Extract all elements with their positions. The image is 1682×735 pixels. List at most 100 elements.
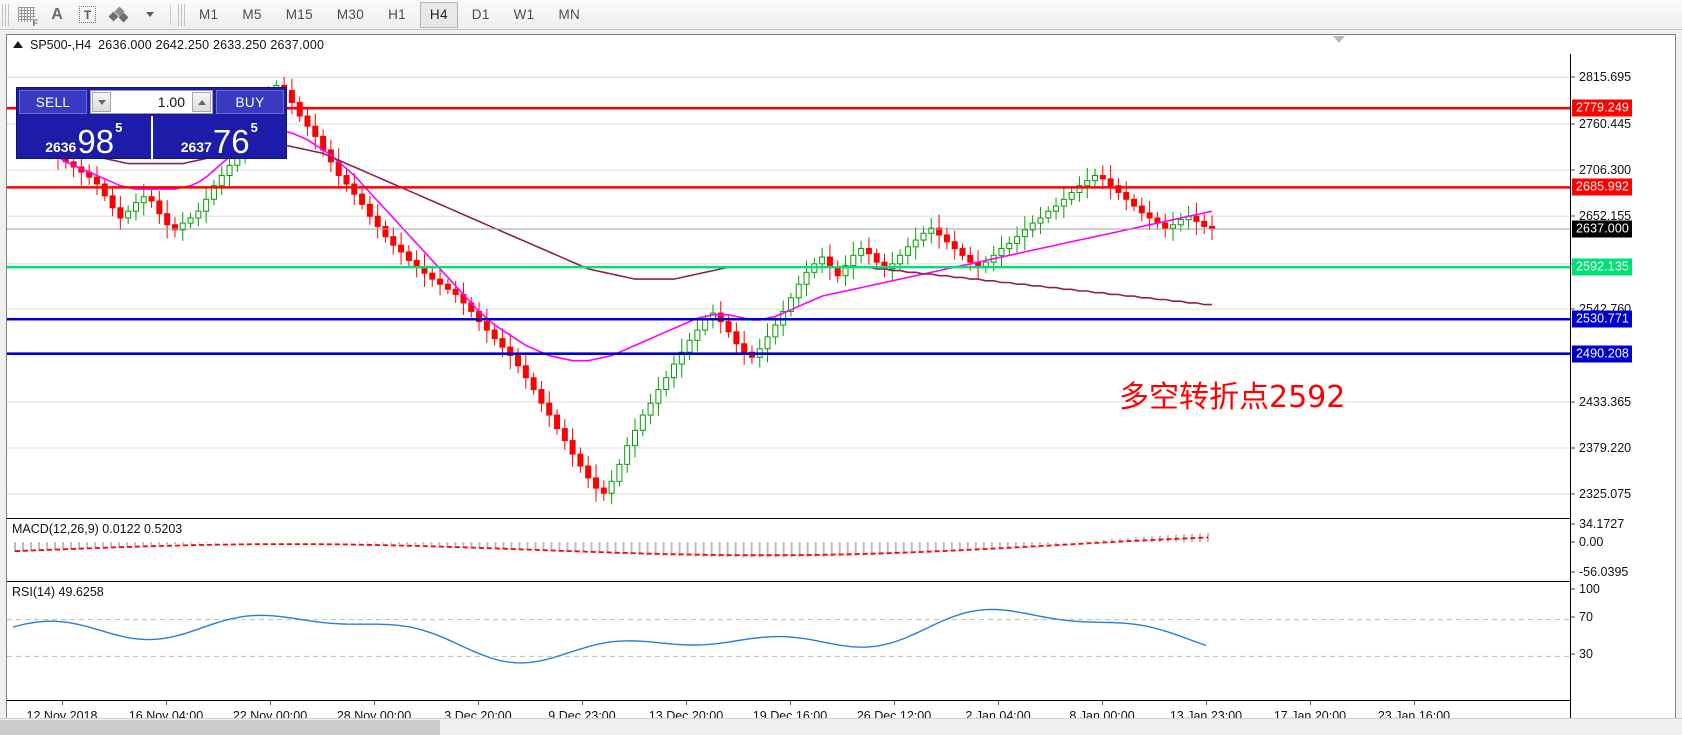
axis-tick — [1571, 493, 1575, 495]
rsi-axis-tick-label: 70 — [1579, 609, 1593, 624]
sell-button[interactable]: SELL — [19, 90, 87, 114]
oct-quotes-row: 2636 98 5 2637 76 5 — [17, 116, 286, 159]
axis-tick — [1571, 616, 1575, 618]
symbol-info-bar: SP500-,H4 2636.000 2642.250 2633.250 263… — [7, 35, 1675, 54]
price-axis-tick-label: 2325.075 — [1579, 486, 1632, 501]
chart-collapse-icon[interactable] — [1333, 36, 1345, 43]
price-axis-tick-label: 2379.220 — [1579, 441, 1632, 455]
axis-tick — [1571, 588, 1575, 590]
time-axis-tick — [1414, 701, 1415, 705]
time-axis-tick — [790, 701, 791, 705]
text-a-icon[interactable]: A — [43, 2, 71, 28]
pivot-level-badge[interactable]: 2592.135 — [1572, 258, 1632, 276]
one-click-trading-panel[interactable]: SELL 1.00 BUY 2636 98 5 2637 76 5 — [16, 87, 287, 159]
axis-tick — [1571, 308, 1575, 310]
resistance-level-badge[interactable]: 2685.992 — [1572, 178, 1632, 196]
timeframe-w1[interactable]: W1 — [513, 7, 535, 22]
timeframe-m5[interactable]: M5 — [242, 7, 262, 22]
support-level-badge[interactable]: 2530.771 — [1572, 310, 1632, 328]
price-axis-tick-label: 2706.300 — [1579, 163, 1632, 178]
axis-tick — [1571, 76, 1575, 78]
macd-label: MACD(12,26,9) 0.0122 0.5203 — [12, 522, 183, 536]
current-price-badge[interactable]: 2637.000 — [1572, 220, 1632, 238]
buy-price-quote[interactable]: 2637 76 5 — [150, 116, 287, 160]
timeframe-group: M1 M5 M15 M30 H1 H4 D1 W1 MN — [187, 1, 592, 28]
resistance-level-badge[interactable]: 2779.249 — [1572, 99, 1632, 117]
price-axis-tick-label: 2652.155 — [1579, 209, 1632, 224]
time-axis-tick — [1310, 701, 1311, 705]
buy-price-prefix: 2637 — [180, 139, 212, 155]
time-axis-tick — [270, 701, 271, 705]
axis-tick — [1571, 571, 1575, 573]
toolbar-divider — [170, 4, 171, 25]
timeframe-m15[interactable]: M15 — [285, 7, 313, 22]
axis-tick — [1571, 653, 1575, 655]
rsi-label: RSI(14) 49.6258 — [12, 585, 104, 599]
time-axis-tick — [1102, 701, 1103, 705]
chevron-down-icon[interactable] — [136, 2, 164, 28]
rsi-axis-tick-label: 30 — [1579, 647, 1593, 662]
axis-tick — [1571, 123, 1575, 125]
time-axis-tick — [374, 701, 375, 705]
sell-price-quote[interactable]: 2636 98 5 — [17, 116, 151, 159]
price-axis-tick-label: 2815.695 — [1579, 70, 1632, 85]
buy-price-main: 76 — [212, 123, 250, 160]
price-axis-tick-label: 2760.445 — [1579, 117, 1632, 132]
timeframe-d1[interactable]: D1 — [471, 7, 490, 22]
rsi-plot — [7, 608, 1570, 664]
support-level-badge[interactable]: 2490.208 — [1572, 345, 1632, 363]
timeframe-m1[interactable]: M1 — [199, 7, 219, 22]
axis-tick — [1571, 541, 1575, 543]
axis-tick — [1571, 447, 1575, 449]
volume-decrease-button[interactable] — [92, 92, 111, 112]
shapes-icon[interactable] — [104, 2, 134, 28]
time-axis-tick — [62, 701, 63, 705]
time-axis-tick — [998, 701, 999, 705]
time-axis-tick — [166, 701, 167, 705]
volume-increase-button[interactable] — [192, 92, 211, 112]
axis-tick — [1571, 401, 1575, 403]
volume-stepper[interactable]: 1.00 — [90, 90, 213, 114]
ohlc-values: 2636.000 2642.250 2633.250 2637.000 — [98, 37, 325, 52]
time-axis-tick — [1206, 701, 1207, 705]
axis-tick — [1571, 215, 1575, 217]
text-label-icon[interactable]: T — [73, 2, 102, 28]
buy-button[interactable]: BUY — [216, 90, 284, 114]
price-axis[interactable]: 2815.6952760.4452706.3002652.1552596.005… — [1570, 54, 1675, 729]
scrollbar-thumb[interactable] — [0, 720, 440, 735]
chart-window: SP500-,H4 2636.000 2642.250 2633.250 263… — [6, 34, 1676, 730]
symbol-label: SP500-,H4 — [30, 37, 92, 52]
timeframe-mn[interactable]: MN — [558, 7, 581, 22]
timeframe-h1[interactable]: H1 — [388, 7, 406, 22]
axis-tick — [1571, 523, 1575, 525]
horizontal-scrollbar[interactable] — [0, 718, 1682, 735]
sell-price-prefix: 2636 — [45, 139, 77, 155]
sell-price-main: 98 — [77, 123, 115, 160]
timeframe-drag-handle[interactable] — [178, 3, 187, 26]
text-a-glyph: A — [51, 5, 63, 23]
toolbar-drag-handle[interactable] — [2, 3, 11, 26]
rsi-pane[interactable]: RSI(14) 49.6258 — [7, 581, 1570, 700]
macd-pane[interactable]: MACD(12,26,9) 0.0122 0.5203 — [7, 518, 1570, 580]
axis-tick — [1571, 169, 1575, 171]
volume-input[interactable]: 1.00 — [157, 94, 185, 110]
time-axis-tick — [582, 701, 583, 705]
price-plot — [7, 76, 1570, 505]
crosshair-grid-icon[interactable] — [12, 2, 41, 28]
timeframe-h4[interactable]: H4 — [419, 1, 458, 28]
time-axis-tick — [478, 701, 479, 705]
macd-axis-tick-label: 0.00 — [1579, 535, 1604, 550]
chart-annotation: 多空转折点2592 — [1119, 380, 1346, 415]
oct-controls-row: SELL 1.00 BUY — [17, 88, 286, 116]
rsi-axis-tick-label: 100 — [1579, 582, 1600, 596]
macd-axis-tick-label: 34.1727 — [1579, 517, 1625, 531]
macd-axis-tick-label: -56.0395 — [1579, 565, 1629, 579]
buy-price-fraction: 5 — [250, 120, 258, 135]
macd-plot — [14, 532, 1209, 558]
chart-expand-icon[interactable] — [13, 41, 23, 48]
chart-toolbar: A T M1 M5 M15 M30 H1 H4 D1 W1 MN — [0, 0, 1682, 30]
timeframe-m30[interactable]: M30 — [336, 7, 365, 22]
time-axis-tick — [894, 701, 895, 705]
time-axis-tick — [686, 701, 687, 705]
